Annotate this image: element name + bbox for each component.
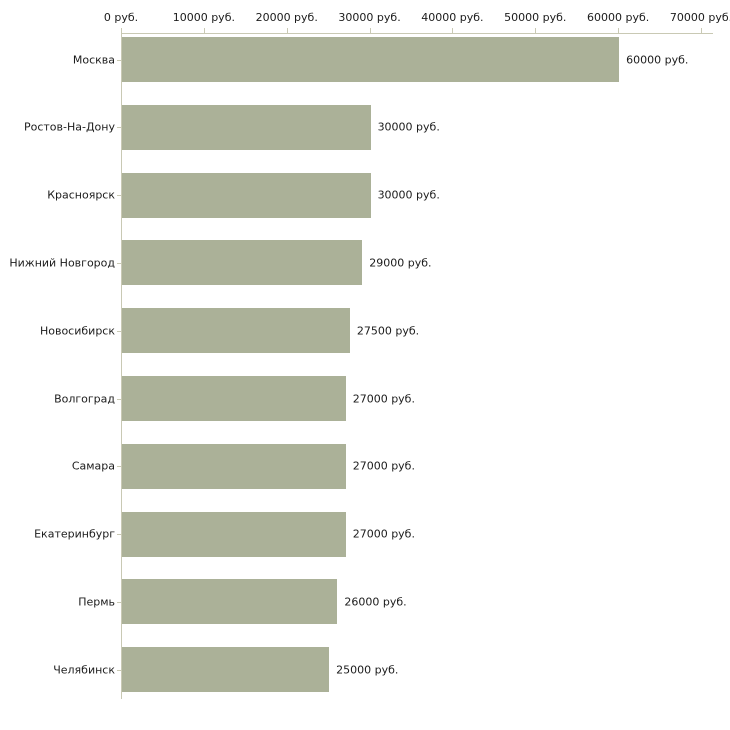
category-label: Волгоград — [54, 392, 115, 405]
bar — [122, 443, 346, 489]
x-axis-tick-label: 40000 руб. — [421, 11, 484, 24]
category-label: Ростов-На-Дону — [23, 120, 115, 134]
x-axis-tick — [452, 28, 454, 33]
value-label: 30000 руб. — [377, 120, 440, 134]
bar — [122, 172, 371, 218]
bar — [122, 308, 350, 354]
x-axis-tick — [701, 28, 702, 33]
category-label: Пермь — [78, 595, 115, 609]
y-axis-tick — [117, 330, 121, 332]
value-label: 30000 руб. — [377, 188, 440, 202]
bar — [122, 647, 330, 693]
x-axis-tick — [618, 28, 620, 33]
category-label: Самара — [71, 459, 115, 473]
value-label: 60000 руб. — [626, 53, 689, 66]
x-axis-tick-label: 30000 руб. — [338, 11, 401, 24]
y-axis-tick — [117, 601, 121, 603]
y-axis-tick — [117, 195, 121, 197]
bar — [122, 376, 346, 421]
bar — [122, 579, 338, 625]
value-label: 27500 руб. — [356, 324, 420, 338]
x-axis-tick — [369, 28, 371, 33]
value-label: 27000 руб. — [352, 527, 415, 541]
y-axis-tick — [117, 466, 121, 468]
bar — [122, 511, 346, 557]
y-axis-line — [121, 33, 122, 699]
value-label: 27000 руб. — [352, 392, 415, 405]
category-label: Нижний Новгород — [9, 256, 115, 270]
x-axis-tick-label: 0 руб. — [103, 11, 139, 24]
y-axis-tick — [117, 534, 121, 536]
value-label: 27000 руб. — [352, 459, 415, 473]
x-axis-line — [121, 33, 713, 34]
category-label: Екатеринбург — [34, 527, 115, 541]
x-axis-tick — [203, 28, 205, 33]
y-axis-tick — [117, 127, 121, 129]
value-label: 26000 руб. — [344, 595, 407, 609]
category-label: Красноярск — [47, 188, 115, 202]
x-axis-tick — [121, 28, 122, 33]
category-label: Москва — [72, 53, 115, 66]
x-axis-tick — [535, 28, 537, 33]
y-axis-tick — [117, 669, 121, 671]
x-axis-tick — [286, 28, 288, 33]
y-axis-tick — [117, 59, 121, 61]
y-axis-tick — [117, 398, 121, 400]
bar — [122, 104, 371, 150]
value-label: 25000 руб. — [336, 663, 399, 677]
y-axis-tick — [117, 262, 121, 264]
category-label: Челябинск — [53, 663, 115, 677]
x-axis-tick-label: 70000 руб. — [669, 11, 730, 24]
x-axis-tick-label: 60000 руб. — [587, 11, 650, 24]
category-label: Новосибирск — [39, 324, 115, 338]
x-axis-tick-label: 50000 руб. — [504, 11, 567, 24]
bar — [122, 37, 620, 82]
x-axis-tick-label: 10000 руб. — [172, 11, 235, 24]
bar — [122, 240, 363, 286]
x-axis-tick-label: 20000 руб. — [255, 11, 318, 24]
value-label: 29000 руб. — [369, 256, 432, 270]
